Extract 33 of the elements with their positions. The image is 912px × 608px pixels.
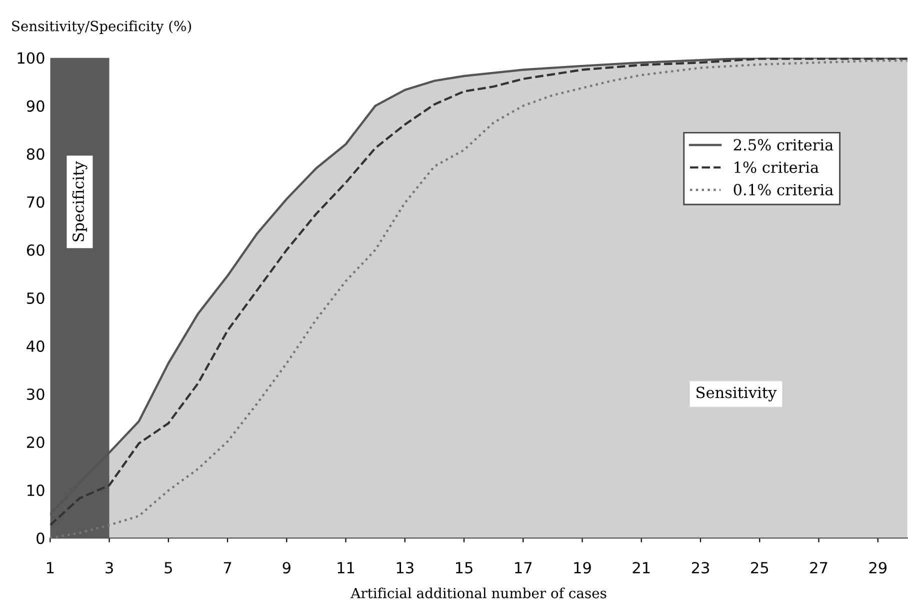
- y-tick-label: 100: [18, 52, 44, 64]
- y-tick-label: 40: [26, 340, 44, 352]
- x-tick-label: 25: [751, 562, 768, 574]
- legend-label: 1% criteria: [734, 161, 819, 174]
- y-tick-label: 70: [27, 196, 44, 208]
- x-tick-label: 3: [106, 562, 113, 574]
- y-tick-label: 80: [26, 148, 44, 160]
- y-tick-label: 90: [26, 100, 44, 112]
- y-axis-title: Sensitivity/Specificity (%): [12, 20, 192, 34]
- x-tick-label: 7: [224, 562, 232, 574]
- x-tick-label: 21: [632, 562, 650, 574]
- y-tick-label: 30: [27, 388, 44, 400]
- x-tick-label: 9: [282, 562, 290, 574]
- x-tick-label: 17: [515, 562, 532, 574]
- y-tick-label: 20: [26, 436, 44, 448]
- x-tick-label: 1: [46, 562, 54, 574]
- x-tick-label: 23: [692, 562, 710, 574]
- y-tick-label: 0: [36, 532, 44, 544]
- band-label: Specificity: [72, 161, 88, 242]
- x-tick-label: 5: [164, 562, 172, 574]
- x-tick-label: 13: [396, 562, 414, 574]
- x-tick-label: 11: [338, 562, 354, 574]
- x-axis-title: Artificial additional number of cases: [350, 588, 606, 598]
- legend-label: 0.1% criteria: [734, 184, 834, 196]
- y-tick-label: 50: [27, 292, 44, 304]
- legend-label: 2.5% criteria: [734, 139, 834, 151]
- annotation: Sensitivity: [696, 386, 777, 402]
- x-tick-label: 29: [869, 562, 887, 574]
- x-tick-label: 15: [456, 562, 472, 574]
- x-tick-label: 19: [574, 562, 591, 574]
- y-tick-label: 10: [28, 484, 44, 496]
- y-tick-label: 60: [26, 244, 44, 256]
- x-tick-label: 27: [810, 562, 828, 574]
